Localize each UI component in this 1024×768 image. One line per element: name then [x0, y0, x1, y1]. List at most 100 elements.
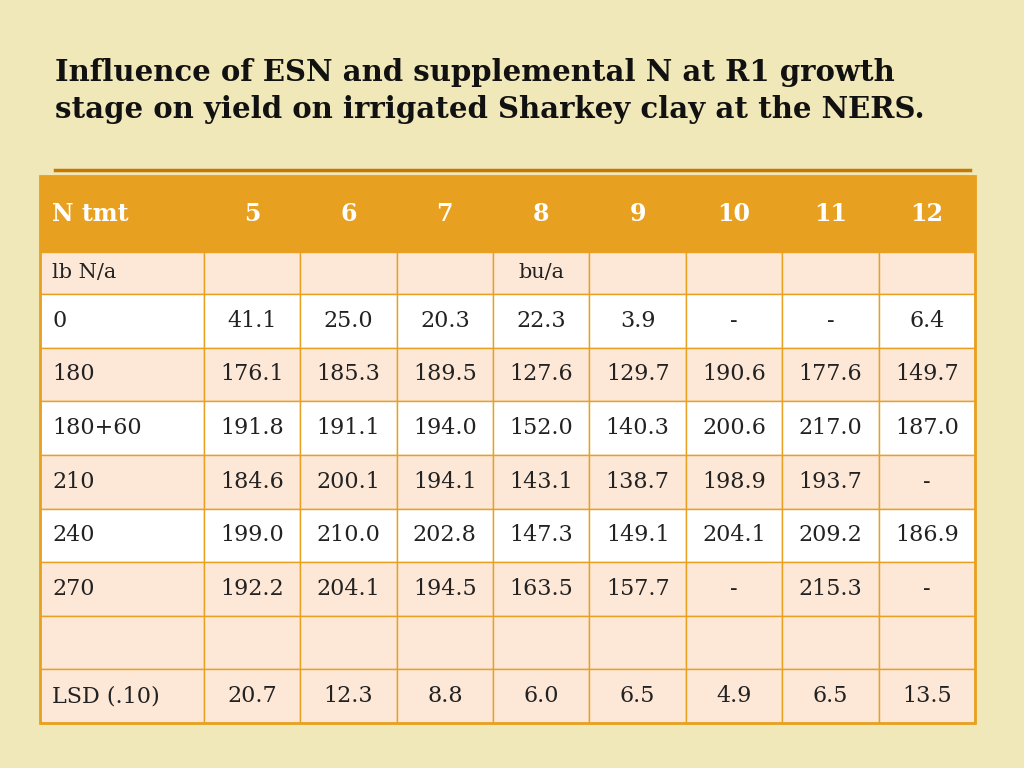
- Bar: [396, 294, 493, 348]
- Text: 6.5: 6.5: [620, 685, 655, 707]
- Bar: [590, 670, 686, 723]
- Text: 12: 12: [910, 202, 943, 226]
- Text: 191.8: 191.8: [220, 417, 284, 439]
- Bar: [590, 294, 686, 348]
- Text: 9: 9: [630, 202, 646, 226]
- Text: 20.7: 20.7: [227, 685, 276, 707]
- Text: -: -: [730, 310, 738, 332]
- Text: -: -: [826, 310, 835, 332]
- Text: 127.6: 127.6: [509, 363, 573, 386]
- Bar: [686, 670, 782, 723]
- Bar: [204, 294, 300, 348]
- Text: -: -: [730, 578, 738, 600]
- Bar: [40, 176, 204, 252]
- Text: 194.1: 194.1: [413, 471, 476, 493]
- Bar: [40, 294, 204, 348]
- Text: 180+60: 180+60: [52, 417, 141, 439]
- Bar: [300, 252, 396, 294]
- Text: 185.3: 185.3: [316, 363, 380, 386]
- Bar: [204, 616, 300, 670]
- Text: 8.8: 8.8: [427, 685, 463, 707]
- Bar: [396, 176, 493, 252]
- Bar: [204, 176, 300, 252]
- Text: 190.6: 190.6: [702, 363, 766, 386]
- Text: 152.0: 152.0: [509, 417, 573, 439]
- Bar: [493, 616, 590, 670]
- Bar: [300, 670, 396, 723]
- Text: 180: 180: [52, 363, 94, 386]
- Text: 194.0: 194.0: [413, 417, 477, 439]
- Bar: [686, 176, 782, 252]
- Text: 11: 11: [814, 202, 847, 226]
- Bar: [879, 401, 975, 455]
- Text: 41.1: 41.1: [227, 310, 276, 332]
- Text: 6.0: 6.0: [523, 685, 559, 707]
- Bar: [590, 562, 686, 616]
- Bar: [300, 508, 396, 562]
- Text: 8: 8: [532, 202, 550, 226]
- Text: 7: 7: [436, 202, 453, 226]
- Text: 191.1: 191.1: [316, 417, 380, 439]
- Bar: [493, 455, 590, 508]
- Bar: [782, 176, 879, 252]
- Bar: [204, 401, 300, 455]
- Bar: [686, 508, 782, 562]
- Bar: [590, 401, 686, 455]
- Text: 209.2: 209.2: [799, 525, 862, 546]
- Text: 20.3: 20.3: [420, 310, 470, 332]
- Bar: [686, 616, 782, 670]
- Text: 6: 6: [340, 202, 356, 226]
- Text: 147.3: 147.3: [509, 525, 573, 546]
- Bar: [782, 562, 879, 616]
- Bar: [590, 616, 686, 670]
- Text: 200.1: 200.1: [316, 471, 380, 493]
- Text: 177.6: 177.6: [799, 363, 862, 386]
- Text: 193.7: 193.7: [799, 471, 862, 493]
- Text: 13.5: 13.5: [902, 685, 951, 707]
- Bar: [204, 455, 300, 508]
- Text: 143.1: 143.1: [509, 471, 573, 493]
- Bar: [493, 562, 590, 616]
- Bar: [879, 252, 975, 294]
- Bar: [686, 455, 782, 508]
- Text: 217.0: 217.0: [799, 417, 862, 439]
- Bar: [879, 455, 975, 508]
- Bar: [204, 562, 300, 616]
- Text: 6.5: 6.5: [813, 685, 848, 707]
- Bar: [204, 348, 300, 401]
- Text: 189.5: 189.5: [413, 363, 477, 386]
- Bar: [493, 401, 590, 455]
- Bar: [493, 294, 590, 348]
- Text: 200.6: 200.6: [702, 417, 766, 439]
- Bar: [879, 348, 975, 401]
- Bar: [396, 616, 493, 670]
- Text: 187.0: 187.0: [895, 417, 958, 439]
- Text: 240: 240: [52, 525, 94, 546]
- Text: -: -: [923, 471, 931, 493]
- Bar: [300, 294, 396, 348]
- Text: 149.7: 149.7: [895, 363, 958, 386]
- Bar: [782, 670, 879, 723]
- Text: 186.9: 186.9: [895, 525, 958, 546]
- Bar: [782, 294, 879, 348]
- Bar: [204, 508, 300, 562]
- Text: 194.5: 194.5: [413, 578, 476, 600]
- Bar: [590, 252, 686, 294]
- Text: bu/a: bu/a: [518, 263, 564, 283]
- Bar: [590, 348, 686, 401]
- Text: 4.9: 4.9: [717, 685, 752, 707]
- Bar: [493, 670, 590, 723]
- Bar: [40, 670, 204, 723]
- Text: 184.6: 184.6: [220, 471, 284, 493]
- Bar: [40, 616, 204, 670]
- Bar: [40, 455, 204, 508]
- Bar: [879, 670, 975, 723]
- Bar: [396, 401, 493, 455]
- Text: 12.3: 12.3: [324, 685, 374, 707]
- Bar: [40, 176, 975, 723]
- Text: LSD (.10): LSD (.10): [52, 685, 160, 707]
- Text: 3.9: 3.9: [620, 310, 655, 332]
- Bar: [686, 252, 782, 294]
- Text: 5: 5: [244, 202, 260, 226]
- Bar: [493, 176, 590, 252]
